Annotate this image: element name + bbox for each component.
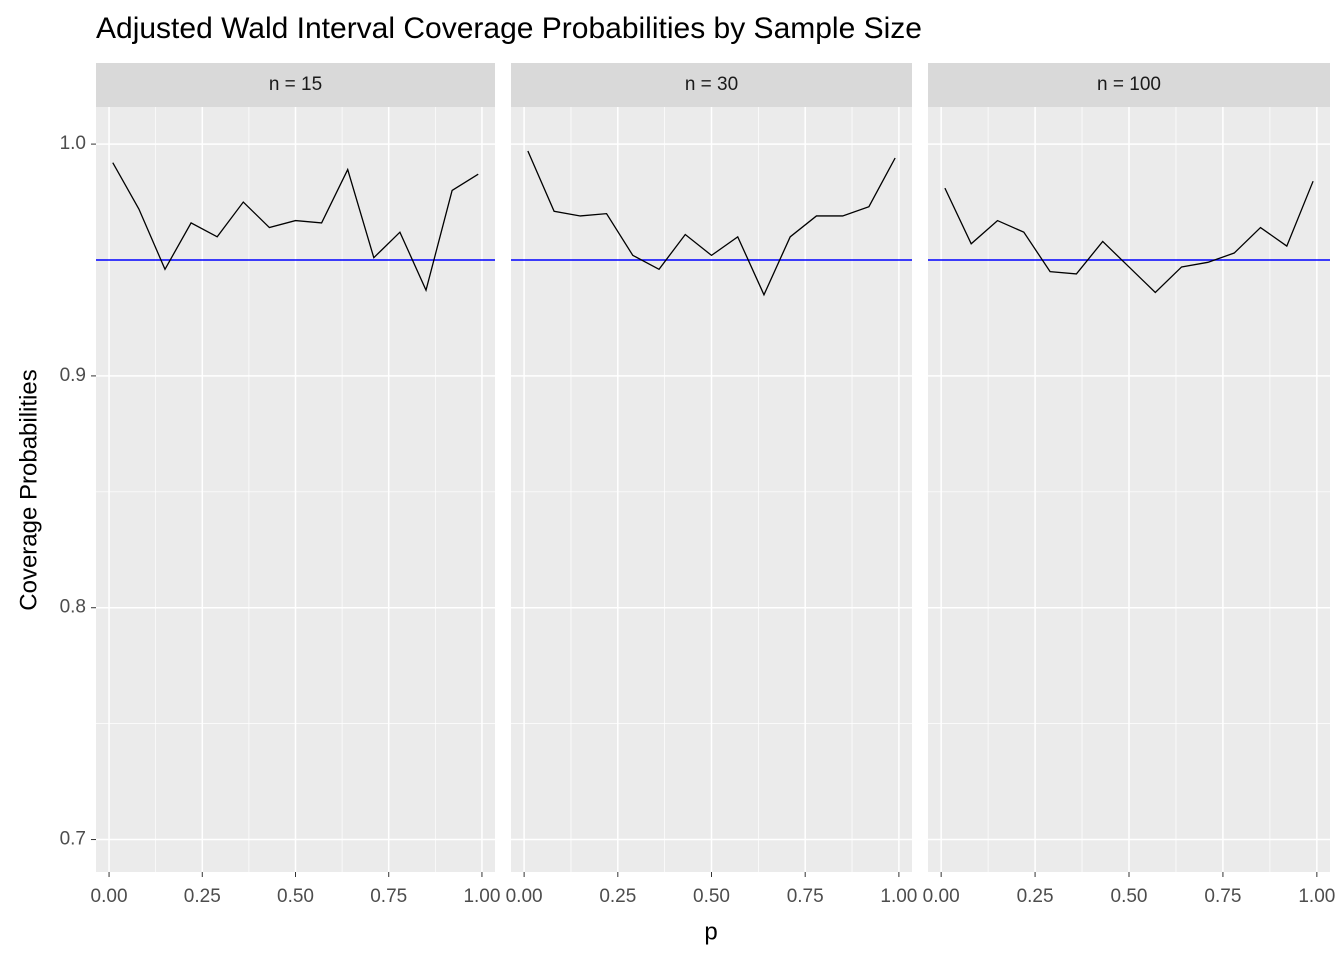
data-line [112, 162, 479, 293]
x-tick-label: 0.50 [693, 886, 730, 907]
x-tick-label: 0.25 [1017, 886, 1054, 907]
y-tick-label: 1.0 [60, 133, 86, 154]
x-tick-label: 0.00 [506, 886, 543, 907]
x-tick-label: 0.75 [1204, 886, 1241, 907]
x-tick-label: 0.25 [599, 886, 636, 907]
x-tick-label: 0.50 [1111, 886, 1148, 907]
strip-label: n = 30 [685, 74, 738, 95]
strip-label: n = 100 [1097, 74, 1161, 95]
y-axis-label: Coverage Probabilities [15, 369, 42, 610]
y-tick-label: 0.9 [60, 365, 86, 386]
strip-label: n = 15 [269, 74, 322, 95]
y-tick-label: 0.8 [60, 597, 86, 618]
x-tick-label: 1.00 [880, 886, 917, 907]
x-axis-label: p [704, 918, 717, 945]
x-tick-label: 0.25 [184, 886, 221, 907]
strip-background [928, 63, 1330, 107]
x-tick-label: 0.00 [923, 886, 960, 907]
data-line [944, 180, 1314, 294]
x-tick-label: 0.50 [277, 886, 314, 907]
x-tick-label: 0.75 [787, 886, 824, 907]
y-tick-label: 0.7 [60, 829, 86, 850]
x-tick-label: 1.00 [1298, 886, 1335, 907]
strip-background [96, 63, 495, 107]
data-line [527, 150, 896, 297]
x-tick-label: 0.75 [370, 886, 407, 907]
strip-background [511, 63, 912, 107]
x-tick-label: 0.00 [91, 886, 128, 907]
x-tick-label: 1.00 [463, 886, 500, 907]
chart-title: Adjusted Wald Interval Coverage Probabil… [96, 12, 922, 45]
